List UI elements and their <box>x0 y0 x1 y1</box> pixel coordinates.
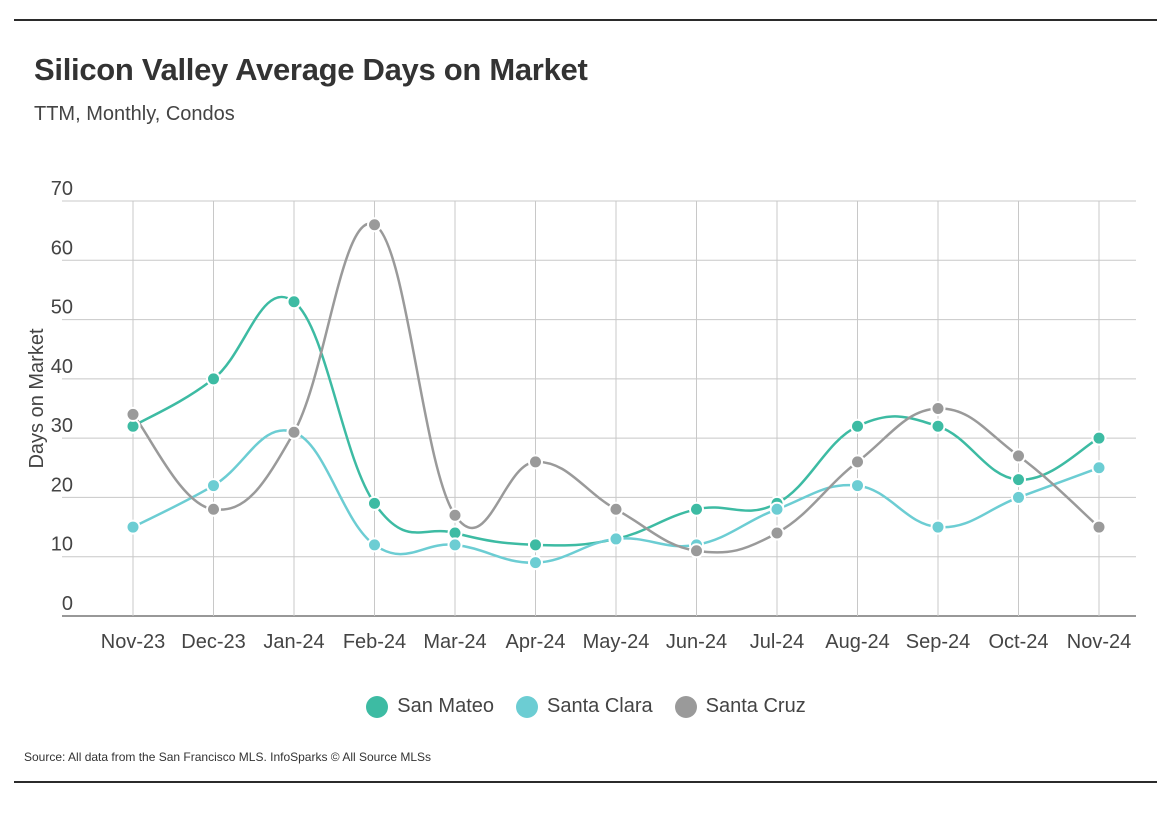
x-tick-label: Dec-23 <box>181 631 245 653</box>
data-point-san-mateo <box>367 495 382 511</box>
data-point-santa-cruz <box>286 424 302 440</box>
data-point-santa-cruz <box>367 217 382 233</box>
data-point-santa-clara <box>930 519 946 535</box>
legend-label: Santa Cruz <box>705 695 806 717</box>
data-point-santa-clara <box>206 478 221 494</box>
data-point-santa-cruz <box>850 454 865 470</box>
y-tick-label: 70 <box>51 178 73 200</box>
x-tick-label: May-24 <box>583 631 650 653</box>
x-tick-label: Jun-24 <box>666 631 727 653</box>
legend-swatch <box>516 695 539 718</box>
data-point-santa-cruz <box>689 543 704 559</box>
legend-label: Santa Clara <box>547 695 653 717</box>
legend-label: San Mateo <box>397 695 495 717</box>
y-axis-label: Days on Market <box>26 328 48 468</box>
data-point-san-mateo <box>1091 430 1107 446</box>
legend-item-san-mateo: San Mateo <box>366 695 494 718</box>
x-tick-label: Feb-24 <box>343 631 406 653</box>
data-point-san-mateo <box>850 418 865 434</box>
data-point-santa-clara <box>528 555 543 571</box>
data-point-santa-cruz <box>1091 519 1107 535</box>
data-point-santa-cruz <box>447 507 463 523</box>
data-point-santa-clara <box>850 478 865 494</box>
data-point-santa-cruz <box>206 501 221 517</box>
top-rule <box>14 19 1157 21</box>
x-tick-label: Sep-24 <box>906 631 971 653</box>
y-tick-label: 60 <box>51 237 73 259</box>
data-point-santa-cruz <box>608 501 624 517</box>
data-point-santa-cruz <box>930 401 946 416</box>
data-point-santa-clara <box>1091 460 1107 476</box>
source-note: Source: All data from the San Francisco … <box>24 750 432 764</box>
data-point-santa-clara <box>447 537 463 553</box>
x-tick-label: Nov-24 <box>1067 631 1131 653</box>
data-point-santa-clara <box>125 519 141 535</box>
y-tick-label: 30 <box>51 415 73 437</box>
x-tick-label: Apr-24 <box>505 631 565 653</box>
data-point-san-mateo <box>206 371 221 387</box>
data-point-san-mateo <box>286 294 302 310</box>
legend: San Mateo Santa Clara Santa Cruz <box>0 695 1172 718</box>
x-tick-label: Nov-23 <box>101 631 165 653</box>
data-point-santa-cruz <box>125 406 141 422</box>
data-point-san-mateo <box>1011 472 1026 488</box>
x-tick-label: Jul-24 <box>750 631 804 653</box>
data-point-santa-clara <box>367 537 382 553</box>
y-tick-label: 0 <box>62 593 73 615</box>
legend-item-santa-clara: Santa Clara <box>516 695 653 718</box>
legend-swatch <box>366 695 389 718</box>
data-point-santa-clara <box>608 531 624 547</box>
x-tick-label: Aug-24 <box>825 631 890 653</box>
y-tick-label: 40 <box>51 356 73 378</box>
data-point-santa-clara <box>769 501 785 517</box>
x-tick-label: Mar-24 <box>423 631 486 653</box>
y-tick-label: 50 <box>51 297 73 319</box>
legend-swatch <box>674 695 697 718</box>
data-point-san-mateo <box>930 418 946 434</box>
data-point-san-mateo <box>528 537 543 553</box>
data-point-santa-cruz <box>769 525 785 541</box>
chart-subtitle: TTM, Monthly, Condos <box>34 103 235 125</box>
legend-item-santa-cruz: Santa Cruz <box>674 695 806 718</box>
x-tick-label: Oct-24 <box>988 631 1048 653</box>
data-point-santa-cruz <box>528 454 543 470</box>
data-point-san-mateo <box>689 501 704 517</box>
data-point-santa-cruz <box>1011 448 1026 464</box>
x-tick-label: Jan-24 <box>263 631 324 653</box>
y-tick-label: 20 <box>51 474 73 496</box>
y-tick-label: 10 <box>51 534 73 556</box>
data-point-santa-clara <box>1011 489 1026 505</box>
bottom-rule <box>14 781 1157 783</box>
chart-title: Silicon Valley Average Days on Market <box>34 52 588 87</box>
